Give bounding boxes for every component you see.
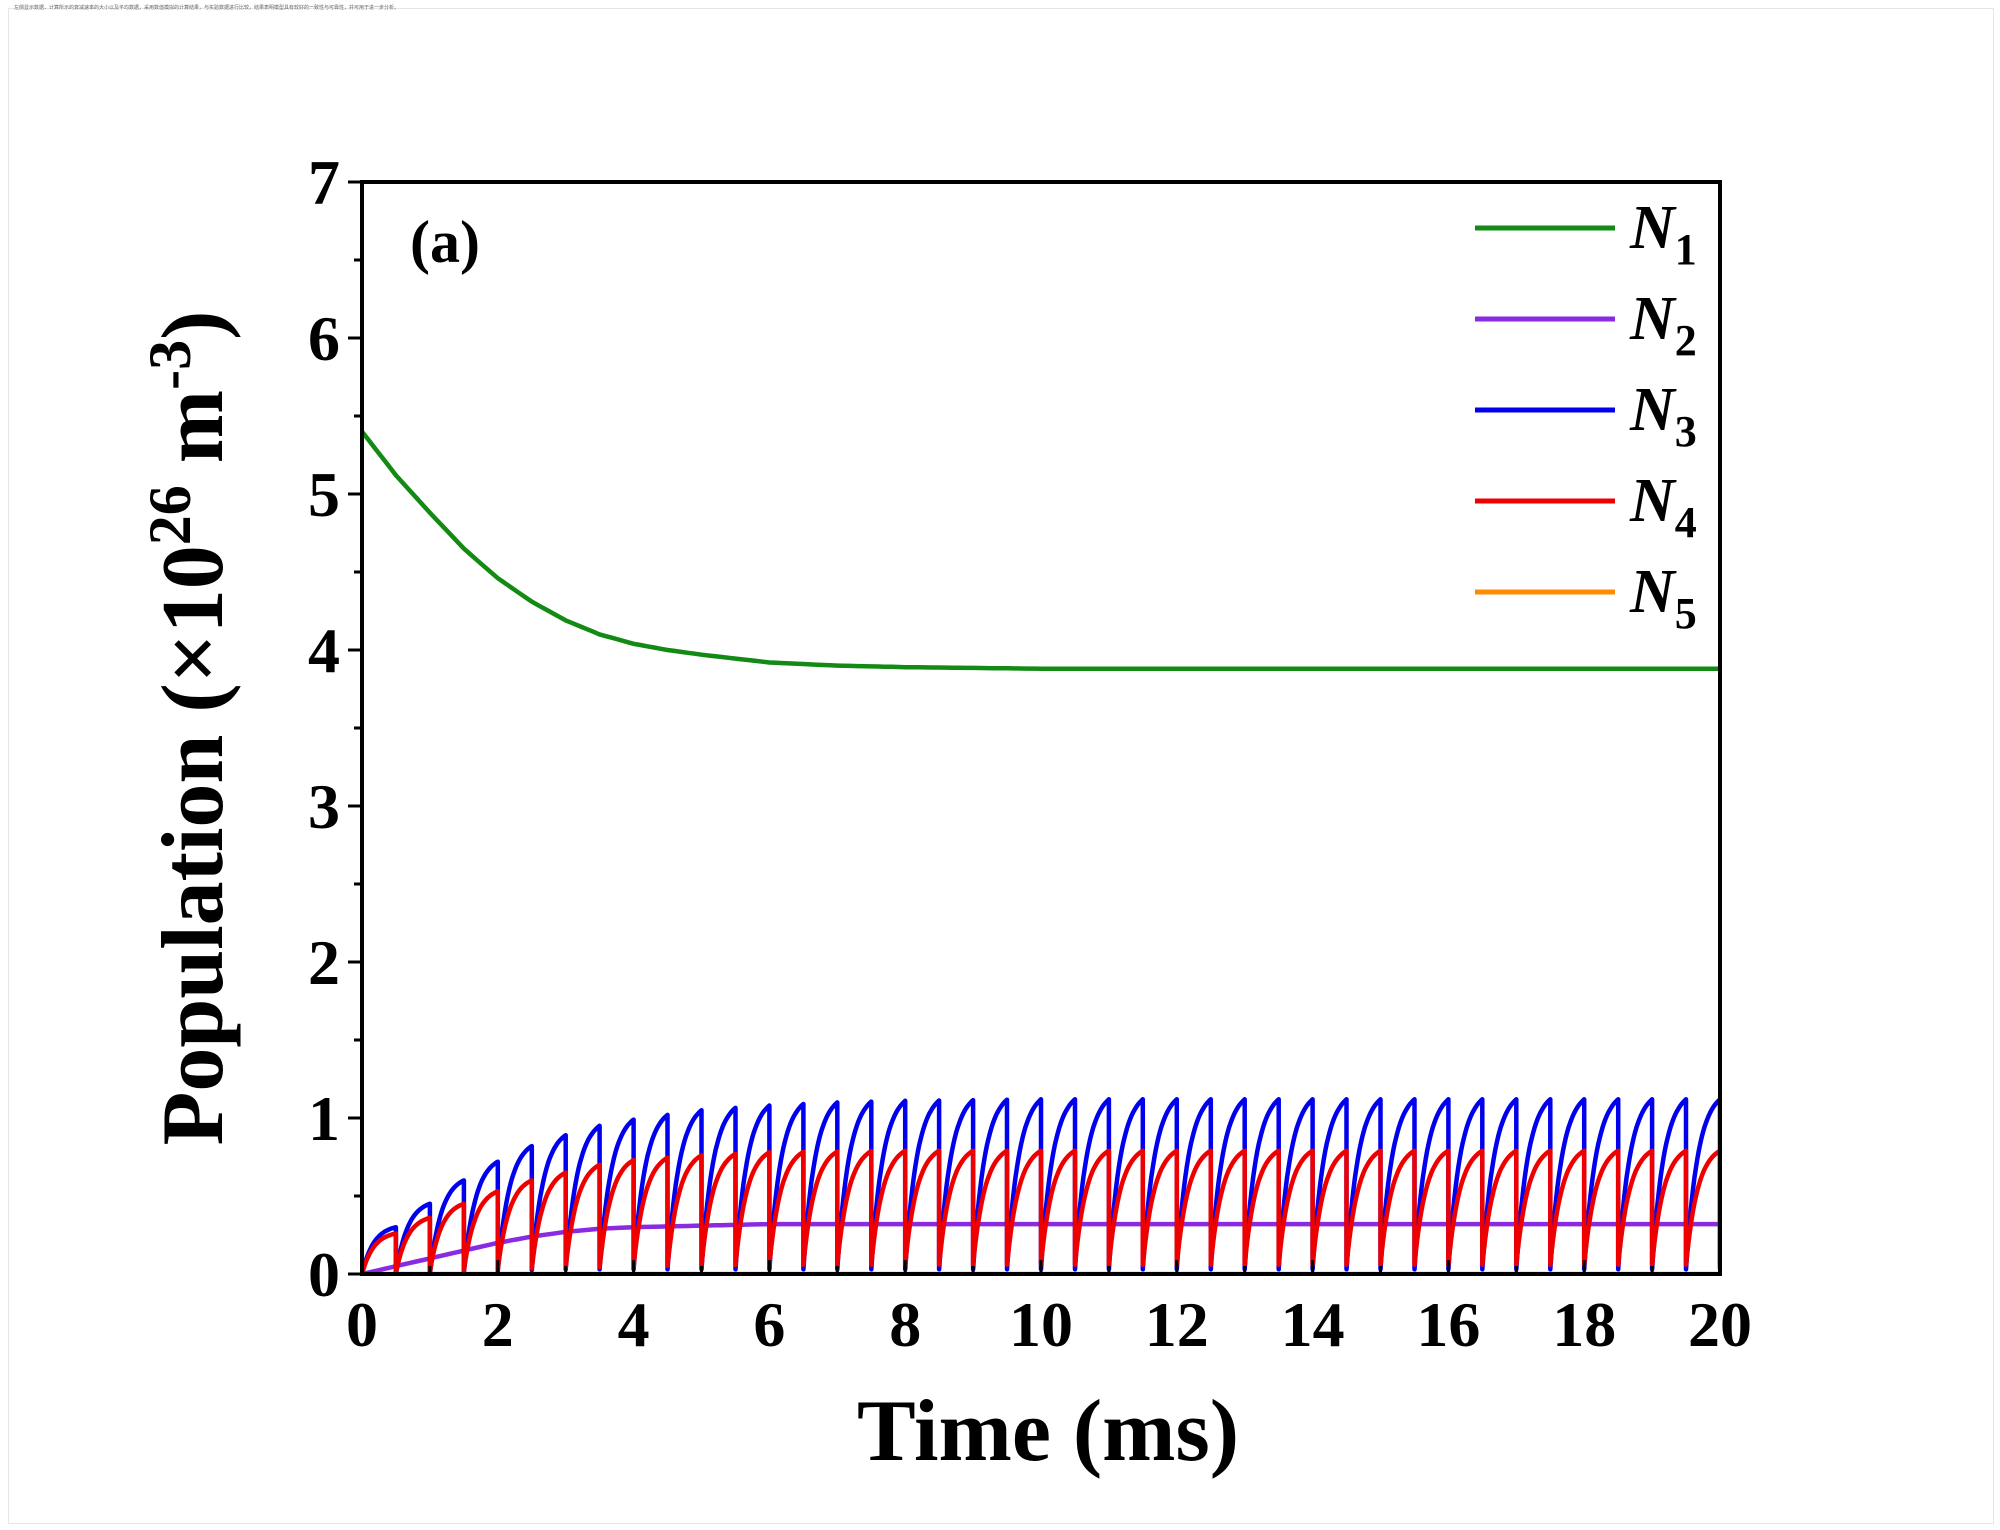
x-tick-label: 2 [482, 1289, 514, 1360]
y-tick-label: 1 [308, 1083, 340, 1154]
legend-label-sub: 2 [1675, 316, 1697, 365]
legend-label: N5 [1629, 558, 1697, 638]
legend-label: N1 [1629, 194, 1697, 274]
x-tick-label: 0 [346, 1289, 378, 1360]
x-tick-label: 8 [889, 1289, 921, 1360]
legend-label-main: N [1629, 285, 1677, 353]
y-axis-title-end: ) [145, 311, 242, 340]
legend-label-main: N [1629, 194, 1677, 262]
y-tick-label: 5 [308, 459, 340, 530]
x-tick-label: 10 [1009, 1289, 1073, 1360]
x-tick-label: 16 [1416, 1289, 1480, 1360]
x-tick-label: 14 [1281, 1289, 1345, 1360]
y-tick-label: 6 [308, 303, 340, 374]
x-tick-label: 20 [1688, 1289, 1752, 1360]
legend-label: N4 [1629, 467, 1697, 547]
y-axis-title-main: Population (×10 [145, 545, 242, 1145]
legend-label-main: N [1629, 467, 1677, 535]
y-tick-label: 0 [308, 1239, 340, 1310]
y-tick-label: 2 [308, 927, 340, 998]
x-tick-label: 12 [1145, 1289, 1209, 1360]
legend-entry-n2: N2 [1475, 285, 1697, 365]
y-tick-label: 4 [308, 615, 340, 686]
legend-label-sub: 5 [1675, 589, 1697, 638]
legend-label-main: N [1629, 558, 1677, 626]
series-line-n1 [362, 430, 1720, 671]
legend-label: N2 [1629, 285, 1697, 365]
x-tick-label: 6 [753, 1289, 785, 1360]
legend-entry-n5: N5 [1475, 558, 1697, 638]
series-layer [362, 430, 1720, 1274]
y-axis-title-exp2: -3 [137, 340, 203, 390]
panel-label: (a) [410, 209, 480, 275]
legend-label: N3 [1629, 376, 1697, 456]
x-axis-title: Time (ms) [857, 1383, 1239, 1480]
legend-entry-n4: N4 [1475, 467, 1697, 547]
legend-label-sub: 3 [1675, 407, 1697, 456]
y-tick-label: 3 [308, 771, 340, 842]
legend-entry-n3: N3 [1475, 376, 1697, 456]
legend-label-main: N [1629, 376, 1677, 444]
legend-label-sub: 1 [1675, 225, 1697, 274]
legend-label-sub: 4 [1675, 498, 1697, 547]
figure-frame [8, 8, 1994, 1524]
legend-entry-n1: N1 [1475, 194, 1697, 274]
header-note: 左侧显示数据，计算所示的衰减速率的大小以及平均数据，采用数值模拟的计算结果，与实… [14, 5, 400, 11]
y-tick-label: 7 [308, 147, 340, 218]
x-tick-label: 18 [1552, 1289, 1616, 1360]
y-axis-title-mid: m [145, 390, 242, 485]
y-axis-title: Population (×1026 m-3) [137, 311, 242, 1146]
x-tick-label: 4 [618, 1289, 650, 1360]
y-axis-title-exp1: 26 [137, 485, 203, 545]
